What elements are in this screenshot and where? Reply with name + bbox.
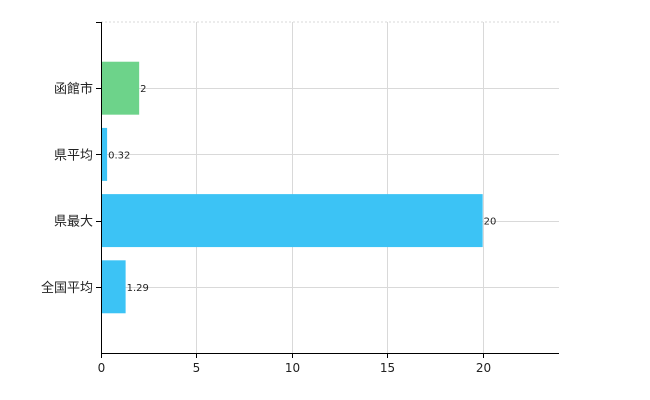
bar-2 [101, 194, 483, 248]
category-label-3: 全国平均 [41, 280, 93, 296]
data-label-2: 20 [484, 217, 497, 228]
labels: 2 函館市 0.32 県平均 20 県最大 1.29 全国平均 0 5 10 15 20 [41, 81, 496, 375]
category-label-0: 函館市 [54, 81, 93, 97]
x-tick-label-4: 20 [476, 361, 491, 375]
bars [101, 61, 483, 314]
bar-0 [101, 61, 140, 115]
x-tick-label-0: 0 [98, 361, 106, 375]
category-label-1: 県平均 [54, 148, 93, 163]
bar-1 [101, 127, 108, 181]
bar-3 [101, 260, 126, 314]
category-label-2: 県最大 [54, 215, 93, 230]
grid-lines [101, 21, 559, 353]
x-tick-label-2: 10 [285, 361, 300, 375]
data-label-0: 2 [140, 84, 146, 95]
axes [96, 22, 559, 358]
data-label-1: 0.32 [108, 150, 130, 161]
x-tick-label-3: 15 [380, 361, 395, 375]
data-label-3: 1.29 [127, 283, 149, 294]
x-tick-label-1: 5 [193, 361, 201, 375]
